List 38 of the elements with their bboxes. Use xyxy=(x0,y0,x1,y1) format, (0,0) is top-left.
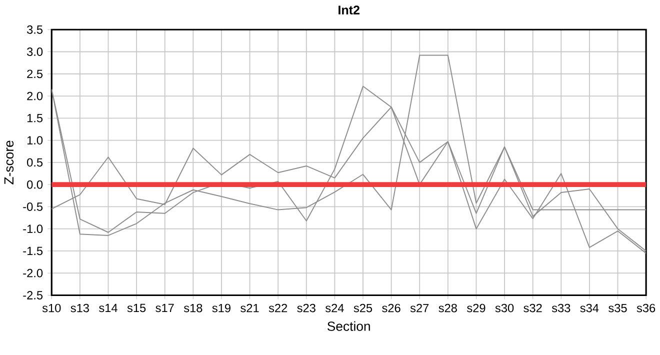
y-tick-label: 0.5 xyxy=(27,158,43,166)
x-tick-label: s29 xyxy=(467,304,486,312)
y-tick-label: -2.0 xyxy=(23,268,43,278)
x-tick-label: s24 xyxy=(325,304,344,312)
x-tick-label: s13 xyxy=(70,304,89,312)
y-tick-label: 3.5 xyxy=(27,25,43,34)
x-tick-label: s27 xyxy=(410,304,429,312)
x-tick-label: s28 xyxy=(438,304,457,312)
x-tick-label: s33 xyxy=(552,304,570,312)
y-tick-label: -1.0 xyxy=(23,224,43,233)
x-tick-label: s10 xyxy=(42,304,61,312)
y-tick-label: 2.5 xyxy=(27,69,43,78)
y-tick-label: 1.5 xyxy=(27,114,43,122)
x-tick-label: s15 xyxy=(127,304,146,312)
x-tick-label: s23 xyxy=(297,304,316,312)
y-axis-title: Z-score xyxy=(4,140,14,184)
x-tick-label: s22 xyxy=(268,304,288,312)
y-tick-label: -1.5 xyxy=(23,246,43,255)
x-tick-label: s19 xyxy=(212,304,230,312)
x-tick-label: s21 xyxy=(240,304,259,312)
y-tick-label: 3.0 xyxy=(27,47,43,56)
x-tick-label: s17 xyxy=(156,304,174,312)
x-tick-label: s30 xyxy=(495,304,514,312)
y-tick-label: 2.0 xyxy=(27,92,43,100)
x-axis-title: Section xyxy=(327,321,370,331)
x-tick-label: s32 xyxy=(524,304,542,312)
x-tick-label: s14 xyxy=(99,304,118,312)
x-tick-label: s36 xyxy=(636,304,656,312)
y-tick-label: -2.5 xyxy=(23,290,43,300)
x-tick-label: s26 xyxy=(382,304,400,312)
y-tick-label: 1.0 xyxy=(27,136,43,144)
y-tick-label: -0.5 xyxy=(23,202,43,211)
y-tick-label: 0.0 xyxy=(27,180,43,189)
x-tick-label: s35 xyxy=(608,304,627,312)
x-tick-label: s25 xyxy=(354,304,372,312)
x-tick-label: s34 xyxy=(580,304,599,312)
x-tick-label: s18 xyxy=(184,304,202,312)
chart-title: Int2 xyxy=(338,5,360,14)
